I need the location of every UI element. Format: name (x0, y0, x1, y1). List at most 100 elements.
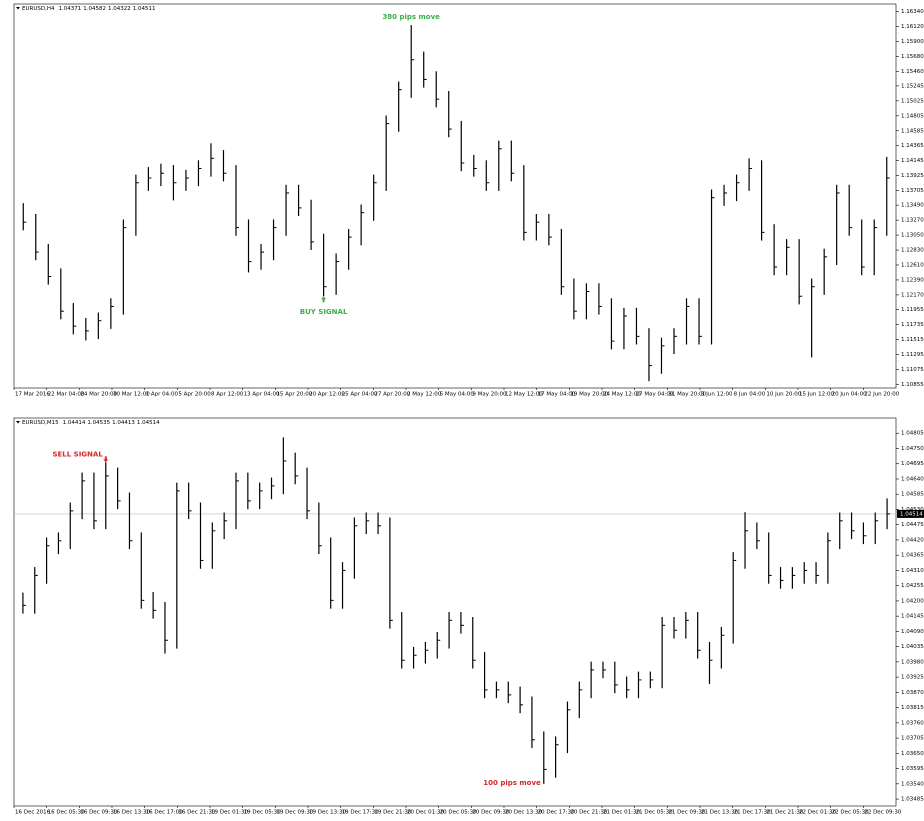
y-tick-label: 1.14805 (901, 113, 924, 119)
y-tick-label: 1.15460 (901, 69, 924, 75)
y-tick-label: 1.04475 (901, 522, 924, 528)
x-tick-label: 21 Dec 17:30 (734, 810, 771, 816)
x-tick-label: 19 Dec 09:30 (276, 810, 313, 816)
x-tick-label: 20 Jun 04:00 (832, 392, 867, 398)
y-tick-label: 1.15245 (901, 83, 924, 89)
y-tick-label: 1.04200 (901, 598, 924, 604)
y-tick-label: 1.04035 (901, 644, 924, 650)
price-label: 1.04514 (900, 511, 923, 517)
symbol: EURUSD,H4 (22, 6, 55, 12)
y-tick-label: 1.11735 (901, 322, 924, 328)
x-tick-label: 15 Jun 12:00 (799, 392, 834, 398)
annotation: BUY SIGNAL (300, 308, 348, 316)
x-tick-label: 16 Dec 17:00 (146, 810, 183, 816)
y-tick-label: 1.03650 (901, 751, 924, 757)
x-tick-label: 31 May 20:00 (668, 392, 706, 398)
x-tick-label: 16 Dec 05:30 (48, 810, 85, 816)
x-tick-label: 5 Apr 20:00 (178, 392, 211, 398)
y-tick-label: 1.12830 (901, 248, 924, 254)
x-tick-label: 1 Apr 04:00 (146, 392, 179, 398)
quote-value: 1.04322 (108, 6, 131, 12)
x-tick-label: 27 Apr 20:00 (374, 392, 410, 398)
y-tick-label: 1.10855 (901, 382, 924, 388)
x-tick-label: 27 May 04:00 (636, 392, 674, 398)
x-tick-label: 3 Jun 12:00 (701, 392, 733, 398)
x-tick-label: 22 Mar 04:00 (48, 392, 85, 398)
x-tick-label: 25 Apr 04:00 (342, 392, 378, 398)
y-tick-label: 1.11075 (901, 367, 924, 373)
x-tick-label: 21 Dec 09:30 (668, 810, 705, 816)
price-box (897, 509, 924, 518)
y-tick-label: 1.03485 (901, 797, 924, 803)
y-tick-label: 1.04090 (901, 629, 924, 635)
y-tick-label: 1.04805 (901, 431, 924, 437)
y-tick-label: 1.13925 (901, 173, 924, 179)
x-tick-label: 17 Mar 2016 (15, 392, 50, 398)
y-tick-label: 1.13705 (901, 188, 924, 194)
x-tick-label: 17 May 04:00 (538, 392, 576, 398)
quote-value: 1.04535 (87, 420, 110, 426)
x-tick-label: 8 Apr 12:00 (211, 392, 244, 398)
y-tick-label: 1.12170 (901, 292, 924, 298)
annotation: 380 pips move (382, 13, 440, 21)
x-tick-label: 16 Dec 2016 (15, 810, 51, 816)
y-tick-label: 1.04310 (901, 568, 924, 574)
y-tick-label: 1.04145 (901, 614, 924, 620)
quote-value: 1.04413 (112, 420, 135, 426)
y-tick-label: 1.03815 (901, 705, 924, 711)
annotation: SELL SIGNAL (52, 450, 103, 458)
y-tick-label: 1.04750 (901, 446, 924, 452)
x-tick-label: 19 Dec 13:30 (309, 810, 346, 816)
x-tick-label: 19 Dec 17:30 (342, 810, 379, 816)
x-tick-label: 24 May 12:00 (603, 392, 641, 398)
y-tick-label: 1.13490 (901, 203, 924, 209)
y-tick-label: 1.03925 (901, 675, 924, 681)
chart-header: EURUSD,H4 1.04371 1.04582 1.04322 1.04511 (22, 6, 155, 12)
y-tick-label: 1.04420 (901, 537, 924, 543)
y-tick-label: 1.11515 (901, 337, 924, 343)
y-tick-label: 1.03980 (901, 659, 924, 665)
y-tick-label: 1.03870 (901, 690, 924, 696)
x-tick-label: 2 May 12:00 (407, 392, 442, 398)
x-tick-label: 20 Dec 17:30 (538, 810, 575, 816)
quote-value: 1.04582 (83, 6, 106, 12)
y-tick-label: 1.04255 (901, 583, 924, 589)
x-tick-label: 22 Dec 01:30 (799, 810, 836, 816)
x-tick-label: 16 Dec 13:30 (113, 810, 150, 816)
x-tick-label: 12 May 12:00 (505, 392, 543, 398)
x-tick-label: 20 Dec 01:30 (407, 810, 444, 816)
y-tick-label: 1.11295 (901, 352, 924, 358)
x-tick-label: 21 Dec 21:30 (766, 810, 803, 816)
plot-frame (13, 3, 897, 389)
y-tick-label: 1.12610 (901, 262, 924, 268)
x-tick-label: 22 Dec 05:30 (832, 810, 869, 816)
y-tick-label: 1.14145 (901, 158, 924, 164)
y-tick-label: 1.15025 (901, 98, 924, 104)
quote-value: 1.04414 (63, 420, 86, 426)
quote-value: 1.04371 (58, 6, 81, 12)
x-tick-label: 20 Dec 21:30 (570, 810, 607, 816)
x-tick-label: 19 May 20:00 (570, 392, 608, 398)
y-tick-label: 1.13050 (901, 233, 924, 239)
y-tick-label: 1.03760 (901, 720, 924, 726)
y-tick-label: 1.13270 (901, 218, 924, 224)
y-tick-label: 1.04585 (901, 492, 924, 498)
y-tick-label: 1.03705 (901, 736, 924, 742)
y-tick-label: 1.14365 (901, 143, 924, 149)
annotation: 100 pips move (483, 779, 541, 787)
x-tick-label: 15 Apr 20:00 (276, 392, 312, 398)
y-tick-label: 1.16340 (901, 9, 924, 15)
x-tick-label: 22 Jun 20:00 (864, 392, 899, 398)
y-tick-label: 1.11955 (901, 307, 924, 313)
x-tick-label: 9 May 20:00 (472, 392, 507, 398)
x-tick-label: 19 Dec 05:30 (244, 810, 281, 816)
header-triangle (16, 7, 20, 10)
x-tick-label: 21 Dec 01:30 (603, 810, 640, 816)
y-tick-label: 1.03540 (901, 781, 924, 787)
x-tick-label: 24 Mar 20:00 (80, 392, 117, 398)
y-tick-label: 1.14585 (901, 128, 924, 134)
x-tick-label: 21 Dec 05:30 (636, 810, 673, 816)
quote-value: 1.04514 (137, 420, 160, 426)
